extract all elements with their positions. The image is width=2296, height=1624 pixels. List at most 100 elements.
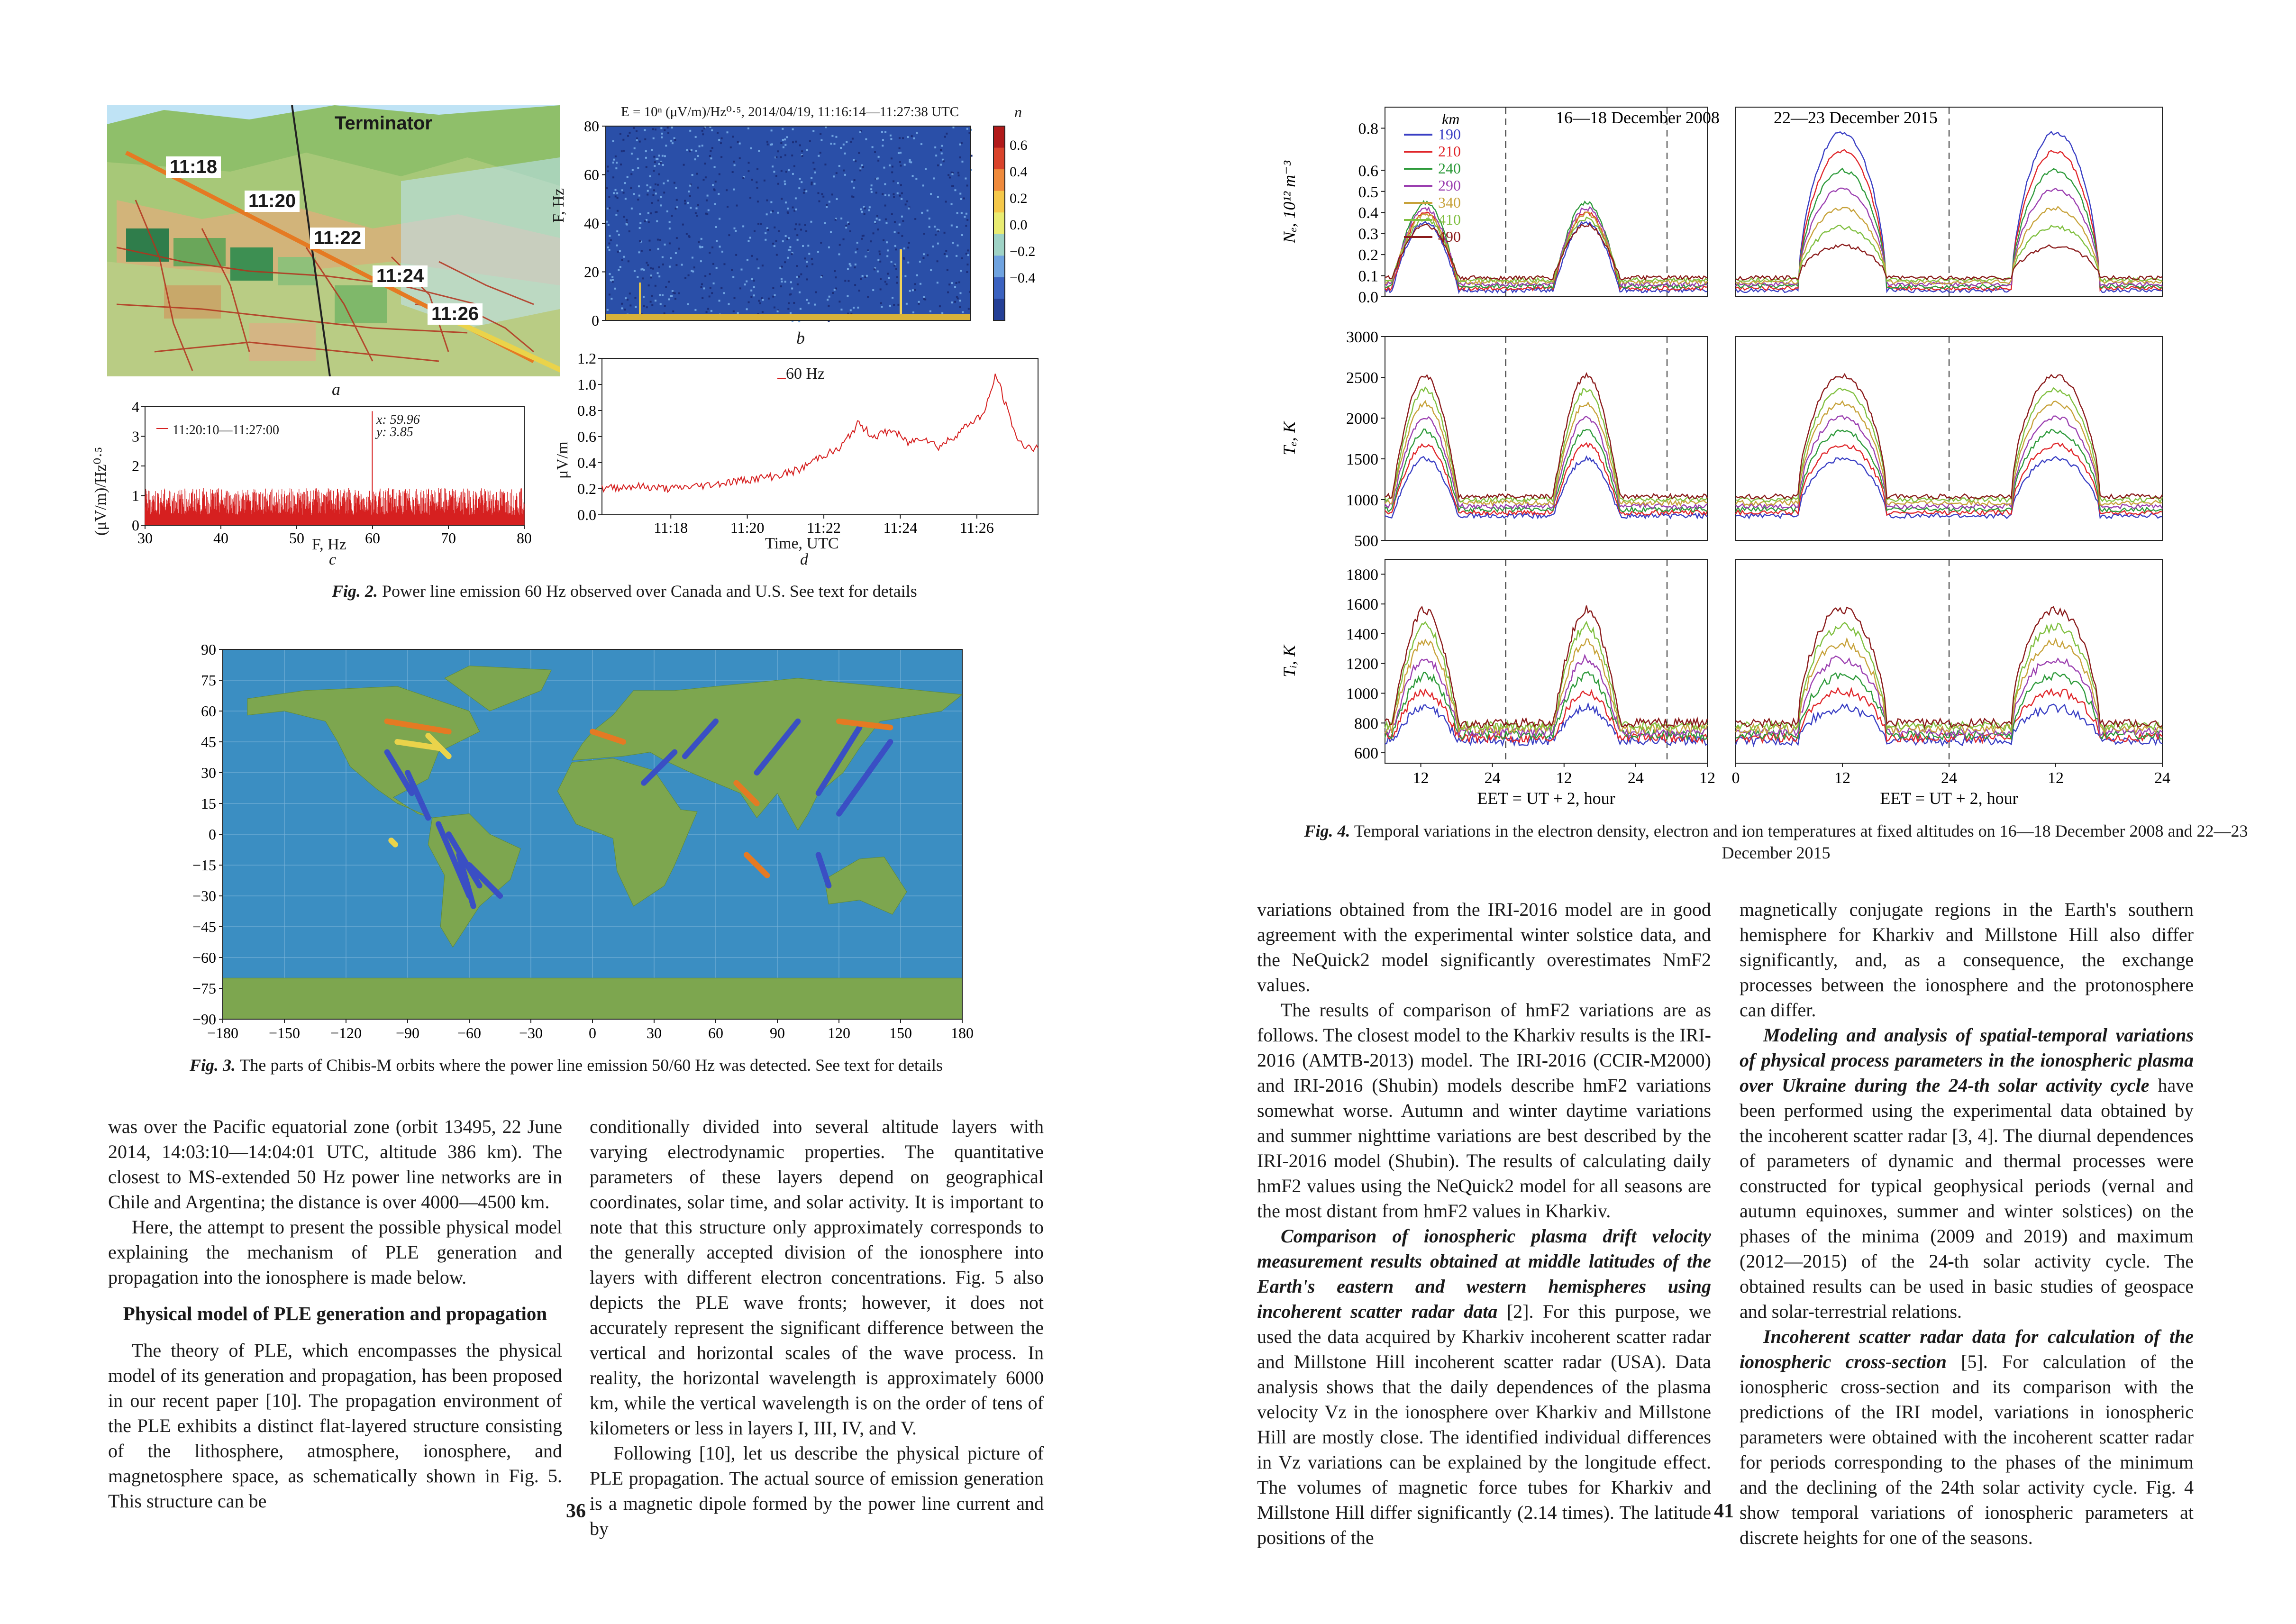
orbit-segment [466, 862, 503, 899]
spectrogram-pixel [882, 193, 884, 195]
spectrogram-pixel [607, 170, 609, 173]
orbit-segment [682, 718, 719, 759]
fig4-xlabel: EET = UT + 2, hour [1477, 789, 1615, 808]
orbit-segment [836, 718, 893, 730]
orbit-segment [754, 718, 801, 776]
spectrogram-pixel [873, 268, 875, 271]
spectrogram-pixel [615, 167, 618, 170]
spectrogram-pixel [948, 174, 950, 176]
fig2-panel-b-spectrogram: 80 60 40 20 0 0.6 0.4 0.2 0.0 −0.2 −0.4 [584, 119, 1035, 329]
spectrogram-pixel [864, 207, 866, 210]
fig4-xtick-label: 24 [1628, 769, 1644, 787]
spectrogram-pixel [845, 225, 847, 227]
left-page-column-2: conditionally divided into several altit… [590, 1114, 1044, 1541]
spectrogram-pixel [663, 182, 665, 184]
fig3-caption-text: The parts of Chibis-M orbits where the p… [236, 1056, 943, 1075]
spectrogram-pixel [626, 221, 628, 224]
spectrogram-pixel [877, 228, 879, 231]
spectrogram-pixel [802, 192, 805, 194]
spectrogram-pixel [639, 213, 641, 215]
fig4-series-190km [1385, 221, 1708, 294]
orbit-segment [394, 739, 441, 751]
spectrogram-pixel [676, 206, 678, 209]
spectrogram-pixel [923, 296, 925, 298]
spectrogram-pixel [662, 263, 664, 265]
lat-tick-label: −45 [192, 918, 216, 935]
spectrogram-pixel [813, 168, 816, 170]
orbit-segment [815, 724, 863, 796]
section-heading: Physical model of PLE generation and pro… [123, 1303, 547, 1324]
fig4-ytick-label: 2500 [1346, 369, 1378, 387]
spectrogram-pixel [845, 227, 847, 229]
fig4-series-190km [1735, 703, 2163, 748]
spectrogram-pixel [878, 250, 881, 253]
spectrogram-pixel [861, 237, 863, 240]
spectrogram-spike [900, 249, 902, 314]
spectrogram-pixel [613, 158, 615, 161]
spectrogram-pixel [606, 309, 609, 311]
spectrogram-pixel [876, 215, 879, 217]
spectrogram-pixel [782, 240, 784, 243]
spectrogram-pixel [761, 311, 764, 313]
lat-tick-label: 30 [201, 764, 216, 781]
spectrogram-pixel [933, 177, 935, 180]
spectrogram-pixel [855, 160, 857, 163]
spectrogram-pixel [909, 290, 911, 292]
spectrogram-pixel [885, 222, 888, 224]
spectrogram-pixel [786, 238, 789, 240]
spectrogram-pixel [616, 192, 619, 194]
colorbar-segment [993, 126, 1005, 148]
spectrogram-pixel [922, 253, 925, 255]
spectrogram-pixel [660, 204, 662, 207]
spectrogram-pixel [861, 210, 863, 213]
spectrogram-pixel [763, 179, 765, 182]
spectrogram-pixel [936, 260, 938, 263]
spectrogram-pixel [728, 303, 730, 305]
fig2c-ytick-label: 0 [132, 517, 139, 534]
fig4-ytick-label: 0.4 [1358, 204, 1379, 222]
spectrogram-pixel [777, 230, 780, 232]
colorbar-segment [993, 147, 1005, 170]
spectrogram-pixel [934, 146, 937, 148]
spectrogram-pixel [777, 211, 779, 214]
spectrogram-pixel [649, 175, 651, 177]
spectrogram-pixel [654, 165, 656, 167]
spectrogram-pixel [653, 170, 655, 172]
spectrogram-pixel [742, 225, 745, 228]
fig2-panel-c-annot-y: y: 3.85 [376, 425, 413, 439]
spectrogram-pixel [964, 216, 966, 218]
spectrogram-pixel [866, 274, 868, 277]
spectrogram-pixel [674, 298, 677, 300]
spectrogram-pixel [858, 152, 860, 154]
spectrogram-pixel [894, 264, 896, 266]
spectrogram-pixel [888, 277, 890, 279]
fig4-ytick-label: 1600 [1346, 596, 1378, 613]
spectrogram-pixel [908, 242, 910, 244]
spectrogram-pixel [966, 264, 969, 266]
spectrogram-pixel [820, 275, 823, 277]
fig4-series-240km [1735, 429, 2163, 513]
paragraph: magnetically conjugate regions in the Ea… [1740, 899, 2194, 1021]
lon-tick-label: −30 [519, 1024, 543, 1041]
spectrogram-pixel [689, 150, 691, 153]
spectrogram-pixel [854, 266, 856, 269]
spectrogram-pixel [620, 150, 623, 153]
spectrogram-pixel [663, 192, 665, 194]
spectrogram-pixel [943, 253, 946, 255]
spectrogram-pixel [766, 143, 769, 146]
orbit-segment [744, 852, 770, 878]
spectrogram-pixel [796, 265, 798, 267]
spectrogram-pixel [936, 282, 938, 284]
spectrogram-pixel [627, 135, 629, 137]
spectrogram-pixel [831, 193, 833, 196]
spectrogram-pixel [661, 136, 663, 138]
spectrogram-pixel [886, 255, 889, 257]
spectrogram-pixel [902, 219, 904, 222]
spectrogram-pixel [874, 267, 876, 270]
spectrogram-pixel [733, 188, 735, 191]
fig4-caption-text: Temporal variations in the electron dens… [1350, 821, 2248, 862]
fig4-legend-label: 290 [1438, 177, 1461, 194]
spectrogram-pixel [835, 287, 837, 290]
spectrogram-pixel [908, 206, 911, 209]
spectrogram-pixel [780, 278, 783, 280]
